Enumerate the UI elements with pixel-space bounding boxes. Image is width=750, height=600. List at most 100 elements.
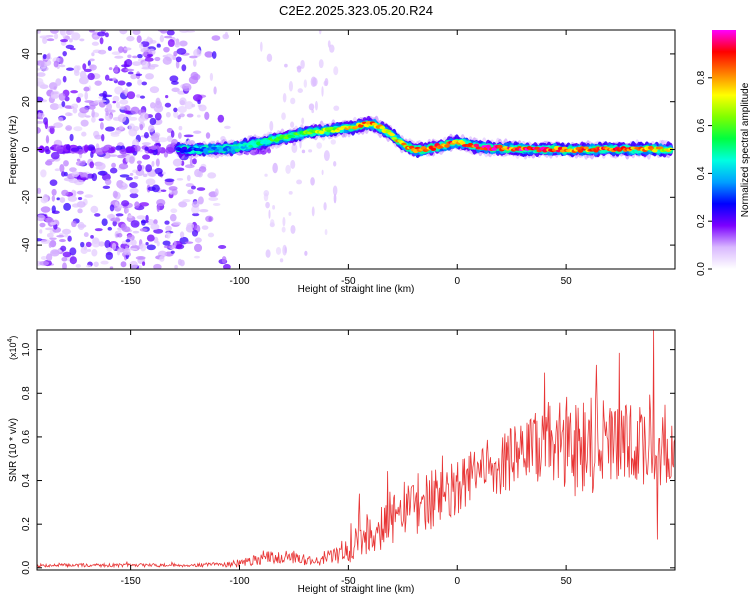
heatmap-noise-blob <box>204 51 214 58</box>
heatmap-noise-blob <box>179 100 186 106</box>
heatmap-noise-blob <box>308 103 315 111</box>
heatmap-noise-blob <box>61 256 68 262</box>
heatmap-noise-blob <box>290 121 295 128</box>
heatmap-noise-blob <box>175 167 185 172</box>
heatmap-noise-blob <box>73 126 83 132</box>
heatmap-noise-blob <box>69 30 75 35</box>
heatmap-noise-blob <box>192 59 197 67</box>
heatmap-noise-blob <box>178 201 188 208</box>
heatmap-noise-blob <box>118 163 129 170</box>
heatmap-noise-blob <box>90 235 94 239</box>
heatmap-noise-blob <box>161 171 166 175</box>
heatmap-noise-blob <box>163 35 173 39</box>
heatmap-noise-blob <box>132 125 140 132</box>
heatmap-noise-blob <box>37 30 41 34</box>
heatmap-noise-blob <box>131 55 138 59</box>
heatmap-noise-blob <box>125 238 131 243</box>
heatmap-noise-blob <box>207 172 217 179</box>
heatmap-noise-blob <box>108 154 118 157</box>
heatmap-noise-blob <box>222 263 231 269</box>
heatmap-noise-blob <box>37 60 44 64</box>
heatmap-noise-blob <box>69 247 77 256</box>
heatmap-noise-blob <box>60 39 68 43</box>
heatmap-noise-blob <box>208 196 219 202</box>
heatmap-noise-blob <box>165 231 171 239</box>
heatmap-noise-blob <box>176 178 184 181</box>
heatmap-noise-blob <box>197 196 204 205</box>
heatmap-noise-blob <box>173 50 178 57</box>
heatmap-noise-blob <box>134 201 140 209</box>
snr-x-label: Height of straight line (km) <box>298 584 415 595</box>
heatmap-noise-blob <box>129 172 134 176</box>
heatmap-noise-blob <box>72 107 78 114</box>
heatmap-ridge-cell <box>473 143 480 148</box>
heatmap-noise-blob <box>88 104 96 110</box>
heatmap-noise-blob <box>168 186 178 191</box>
heatmap-noise-blob <box>126 91 136 100</box>
heatmap-ridge-cell <box>444 144 450 148</box>
heatmap-noise-blob <box>214 188 219 197</box>
heatmap-noise-blob <box>186 174 191 182</box>
heatmap-noise-blob <box>109 266 114 269</box>
heatmap-noise-blob <box>45 227 55 231</box>
heatmap-noise-blob <box>56 146 64 154</box>
heatmap-noise-blob <box>211 35 221 41</box>
spectrogram-y-tick-label: 40 <box>21 48 32 60</box>
heatmap-noise-blob <box>211 51 217 59</box>
heatmap-noise-blob <box>183 134 194 138</box>
snr-x-tick-label: -150 <box>121 576 141 587</box>
heatmap-noise-blob <box>285 164 291 174</box>
heatmap-noise-blob <box>128 156 135 164</box>
snr-x-tick-label: 50 <box>561 576 573 587</box>
heatmap-noise-blob <box>175 56 182 63</box>
heatmap-noise-blob <box>104 240 111 249</box>
heatmap-noise-blob <box>164 220 170 225</box>
heatmap-noise-blob <box>103 94 113 98</box>
heatmap-noise-blob <box>97 31 106 37</box>
heatmap-noise-blob <box>102 185 111 190</box>
heatmap-noise-blob <box>112 95 120 103</box>
heatmap-noise-blob <box>149 86 160 94</box>
spectrogram-y-tick-label: 20 <box>21 96 32 108</box>
heatmap-noise-blob <box>163 46 170 53</box>
heatmap-noise-blob <box>135 169 145 176</box>
snr-scale-prefix: (x10 <box>8 342 18 360</box>
heatmap-noise-blob <box>118 125 124 130</box>
spectrogram-x-tick-label: -50 <box>341 276 356 287</box>
heatmap-noise-blob <box>129 193 139 199</box>
heatmap-noise-blob <box>94 134 102 140</box>
heatmap-noise-blob <box>65 125 73 131</box>
snr-y-axis: 0.0 0.2 0.4 0.6 0.8 1.0 <box>21 342 675 575</box>
heatmap-noise-blob <box>167 39 175 47</box>
heatmap-noise-blob <box>333 66 339 76</box>
heatmap-noise-blob <box>61 100 66 108</box>
heatmap-noise-blob <box>37 68 42 71</box>
heatmap-noise-blob <box>324 229 328 236</box>
heatmap-noise-blob <box>71 220 77 228</box>
heatmap-noise-blob <box>82 63 87 71</box>
snr-x-tick-label: -100 <box>229 576 249 587</box>
heatmap-noise-blob <box>48 125 56 129</box>
heatmap-noise-blob <box>94 80 102 86</box>
heatmap-noise-blob <box>50 249 60 257</box>
heatmap-noise-blob <box>119 99 129 105</box>
heatmap-ridge-cell <box>497 144 503 149</box>
heatmap-noise-blob <box>89 161 95 169</box>
heatmap-noise-blob <box>98 241 105 247</box>
heatmap-noise-blob <box>163 245 173 249</box>
heatmap-noise-blob <box>108 67 113 71</box>
heatmap-noise-blob <box>85 115 91 118</box>
heatmap-noise-blob <box>94 213 101 217</box>
heatmap-noise-blob <box>50 151 60 160</box>
heatmap-noise-blob <box>40 206 51 213</box>
heatmap-noise-blob <box>165 111 171 118</box>
heatmap-noise-blob <box>77 93 84 98</box>
heatmap-noise-blob <box>95 166 99 170</box>
heatmap-noise-blob <box>264 173 268 177</box>
heatmap-noise-blob <box>97 99 107 103</box>
snr-y-tick-label: 0.8 <box>21 386 32 400</box>
heatmap-noise-blob <box>164 178 175 183</box>
heatmap-noise-blob <box>197 171 203 178</box>
heatmap-noise-blob <box>153 104 164 113</box>
heatmap-noise-blob <box>40 256 48 260</box>
